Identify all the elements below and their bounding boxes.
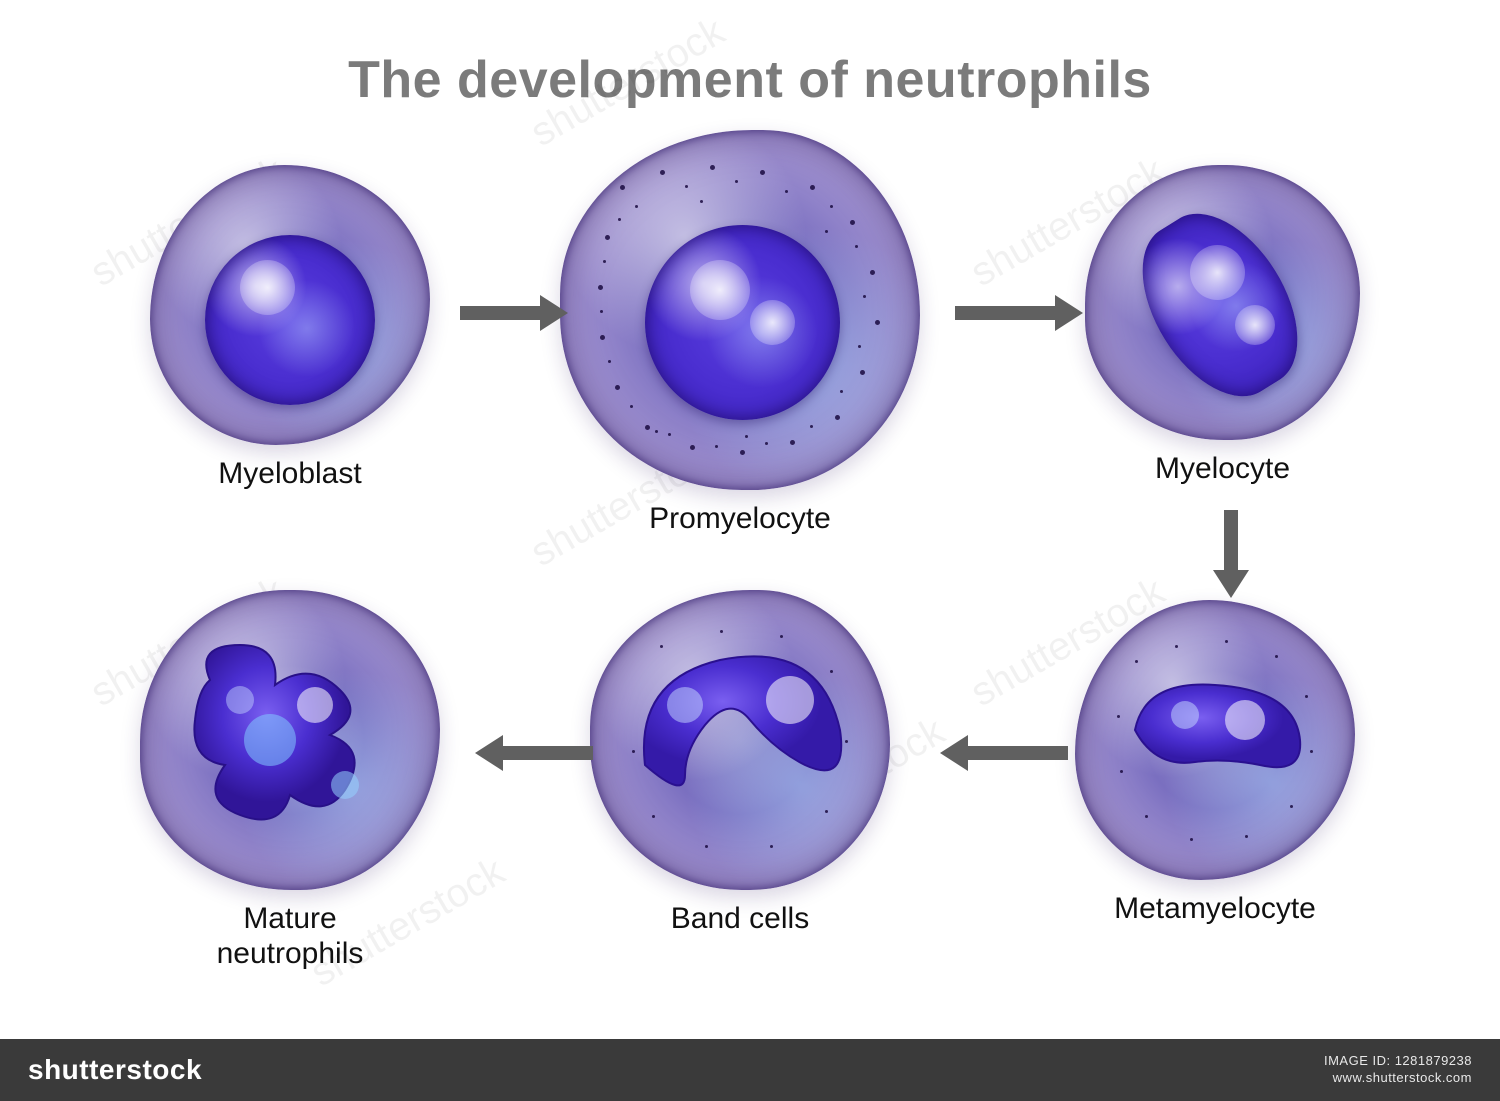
arrow-left-1	[940, 735, 1068, 771]
cell-label: Metamyelocyte	[1075, 892, 1355, 927]
cell-label: Mature neutrophils	[140, 902, 440, 971]
cell-label: Myelocyte	[1085, 452, 1360, 487]
arrow-right-1	[460, 295, 568, 331]
image-id: IMAGE ID: 1281879238	[1324, 1053, 1472, 1068]
cell-promyelocyte: Promyelocyte	[560, 130, 920, 537]
nucleus	[205, 235, 375, 405]
highlight	[240, 260, 295, 315]
cell-label: Promyelocyte	[560, 502, 920, 537]
brand-text: shutterstock	[28, 1054, 202, 1086]
cell-band: Band cells	[590, 590, 890, 937]
nucleus	[645, 225, 840, 420]
diagram-stage: The development of neutrophils shutterst…	[0, 0, 1500, 1101]
nucleus	[1075, 600, 1355, 880]
highlight	[690, 260, 750, 320]
highlight	[1235, 305, 1275, 345]
arrow-right-2	[955, 295, 1083, 331]
cell-metamyelocyte: Metamyelocyte	[1075, 600, 1355, 927]
footer-meta: IMAGE ID: 1281879238 www.shutterstock.co…	[1324, 1053, 1472, 1087]
site-url: www.shutterstock.com	[1333, 1070, 1472, 1085]
watermark-footer: shutterstock IMAGE ID: 1281879238 www.sh…	[0, 1039, 1500, 1101]
nucleus	[140, 590, 440, 890]
cell-myeloblast: Myeloblast	[150, 165, 430, 492]
highlight	[1190, 245, 1245, 300]
cell-myelocyte: Myelocyte	[1085, 165, 1360, 487]
arrow-down	[1213, 510, 1249, 598]
cell-label: Band cells	[590, 902, 890, 937]
highlight	[750, 300, 795, 345]
cell-mature: Mature neutrophils	[140, 590, 440, 971]
arrow-left-2	[475, 735, 593, 771]
diagram-title: The development of neutrophils	[0, 50, 1500, 110]
cell-label: Myeloblast	[150, 457, 430, 492]
